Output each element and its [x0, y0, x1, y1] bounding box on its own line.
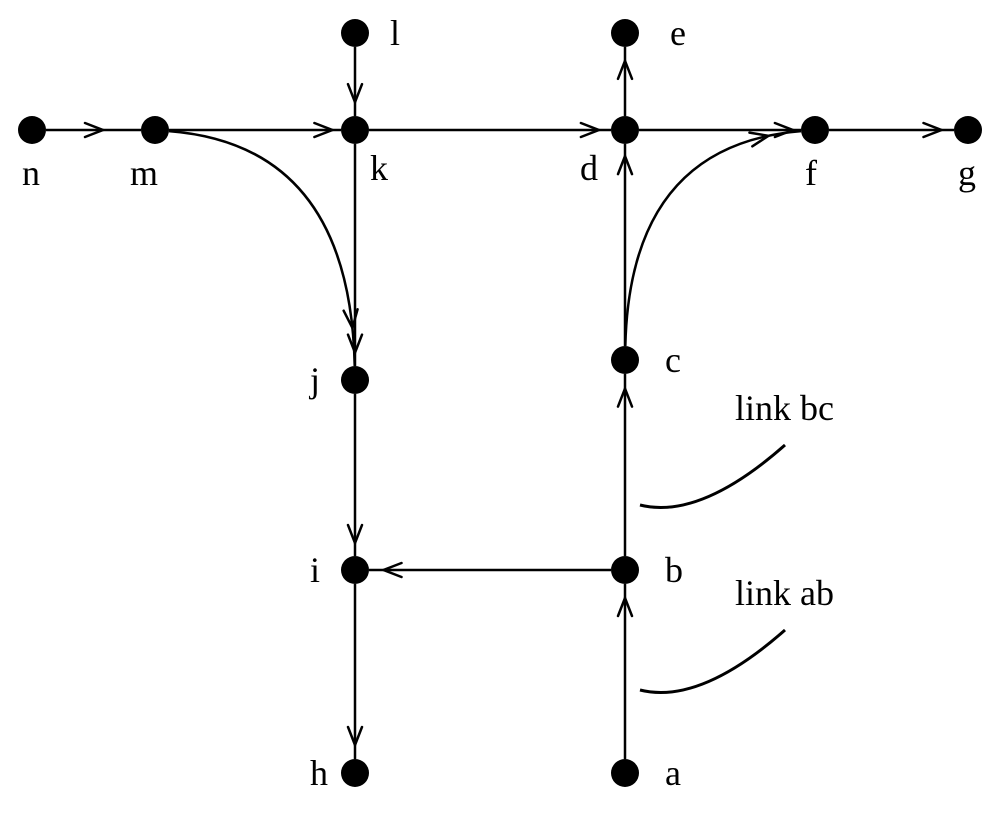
node-label-n: n	[22, 153, 40, 193]
node-label-d: d	[580, 148, 598, 188]
node-label-j: j	[308, 360, 320, 400]
node-label-k: k	[370, 148, 388, 188]
link-label: link ab	[735, 573, 834, 613]
node-label-a: a	[665, 753, 681, 793]
node-e	[611, 19, 639, 47]
node-m	[141, 116, 169, 144]
node-label-e: e	[670, 13, 686, 53]
link-label-leader	[640, 630, 785, 693]
node-b	[611, 556, 639, 584]
edge-m-j	[169, 131, 355, 366]
node-j	[341, 366, 369, 394]
node-label-b: b	[665, 550, 683, 590]
node-f	[801, 116, 829, 144]
node-label-h: h	[310, 753, 328, 793]
node-label-f: f	[805, 153, 817, 193]
node-label-g: g	[958, 153, 976, 193]
node-label-m: m	[130, 153, 158, 193]
node-k	[341, 116, 369, 144]
node-a	[611, 759, 639, 787]
node-d	[611, 116, 639, 144]
node-c	[611, 346, 639, 374]
edge-c-f	[625, 131, 801, 346]
node-label-c: c	[665, 340, 681, 380]
network-diagram: a b c d e f g h i j k l m n link bc link ab	[0, 0, 1000, 831]
node-n	[18, 116, 46, 144]
link-label-leader	[640, 445, 785, 508]
node-l	[341, 19, 369, 47]
node-label-l: l	[390, 13, 400, 53]
node-g	[954, 116, 982, 144]
node-label-i: i	[310, 550, 320, 590]
node-h	[341, 759, 369, 787]
node-i	[341, 556, 369, 584]
link-label: link bc	[735, 388, 834, 428]
